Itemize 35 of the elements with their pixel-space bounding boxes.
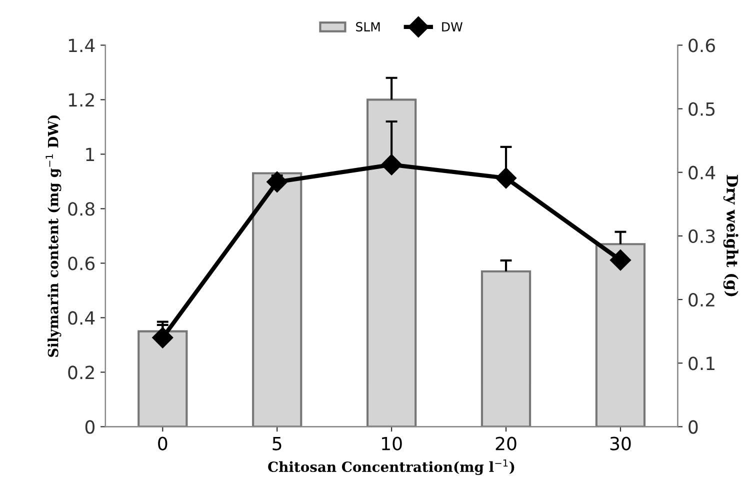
y2-tick-label: 0.1 [688, 356, 714, 370]
point [496, 168, 517, 189]
x-tick-label: 0 [158, 436, 168, 450]
x-tick-label: 10 [382, 436, 402, 450]
y-tick-label: 1.2 [68, 93, 94, 107]
y-tick-label: 0.2 [68, 366, 94, 380]
y-tick-label: 0.8 [68, 202, 94, 216]
bar [366, 98, 417, 427]
point [381, 154, 402, 176]
y2-tick-label: 0 [688, 420, 698, 434]
legend-label: DW [442, 22, 462, 32]
y2-tick-label: 0.5 [688, 102, 715, 116]
y2-axis-title: Dry weight (g) [723, 174, 738, 296]
y-tick-label: 0 [85, 420, 94, 434]
x-tick-label: 5 [272, 436, 282, 450]
y2-tick-label: 0.2 [688, 292, 714, 307]
point [610, 250, 631, 271]
legend-label: SLM [356, 22, 380, 32]
bar [480, 270, 532, 427]
x-tick-label: 20 [496, 436, 516, 450]
y-tick-label: 1.4 [68, 38, 95, 52]
bar [138, 330, 188, 427]
y-tick-label: 0.4 [68, 311, 95, 325]
y2-tick-label: 0.6 [688, 38, 715, 52]
bar [252, 172, 302, 427]
x-axis-title: Chitosan Concentration(mg l$^{−1}$) [268, 459, 514, 475]
y-axis-title: Silymarin content (mg g$^{−1}$ DW) [46, 115, 62, 357]
point [266, 171, 288, 192]
y2-tick-label: 0.4 [688, 166, 716, 180]
y2-tick-label: 0.3 [688, 229, 715, 244]
y-tick-label: 1 [86, 148, 94, 162]
point [152, 327, 174, 348]
x-tick-label: 30 [610, 436, 631, 450]
y-tick-label: 0.6 [68, 256, 95, 270]
bar [595, 243, 646, 427]
